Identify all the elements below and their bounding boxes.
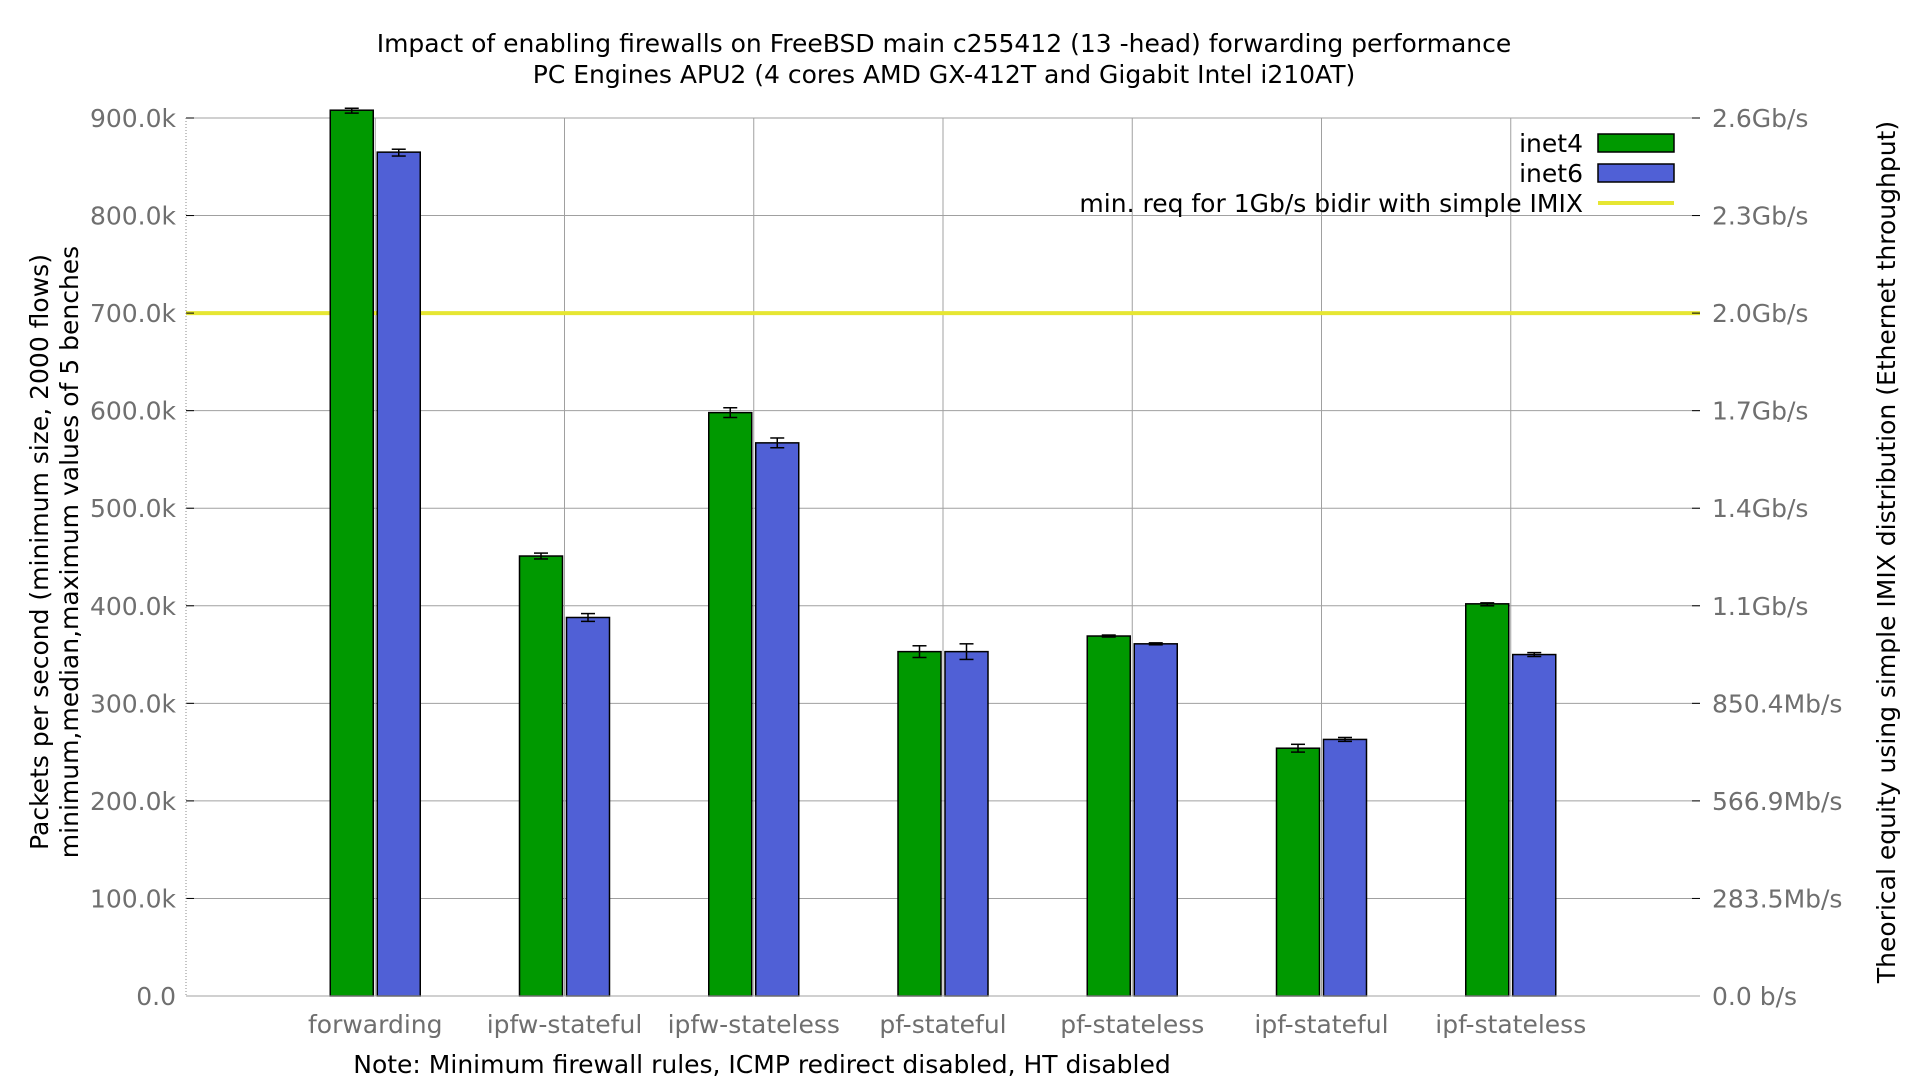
x-axis-label: Note: Minimum firewall rules, ICMP redir… <box>353 1050 1171 1079</box>
bar-inet4-ipf-stateful <box>1275 747 1321 997</box>
y-tick-label: 700.0k <box>90 299 177 328</box>
y-tick-label: 400.0k <box>90 592 177 621</box>
bar-inet4-pf-stateful <box>897 650 942 997</box>
legend-label: inet6 <box>1519 159 1583 188</box>
legend-label: inet4 <box>1519 129 1583 158</box>
y-axis-label-secondary: minimum,median,maximum values of 5 bench… <box>55 246 84 858</box>
legend-swatch-inet6 <box>1597 163 1675 183</box>
y2-tick-label: 1.4Gb/s <box>1712 494 1808 523</box>
y-tick-label: 500.0k <box>90 494 177 523</box>
y2-tick-label: 2.6Gb/s <box>1712 104 1808 133</box>
bar-inet6-ipfw-stateful <box>565 616 611 997</box>
bar-inet6-forwarding <box>376 151 421 997</box>
bar-inet6-pf-stateless <box>1133 643 1178 997</box>
x-tick-label: forwarding <box>308 1010 443 1039</box>
y-tick-label: 800.0k <box>90 202 177 231</box>
bar-inet4-ipfw-stateful <box>518 555 564 997</box>
y-tick-label: 600.0k <box>90 397 177 426</box>
axes: 0.0 0.0 b/s 100.0k 283.5Mb/s 200.0k 566.9Mb/s… <box>90 104 1843 1039</box>
y-tick-label: 0.0 <box>136 982 176 1011</box>
y-tick-label: 200.0k <box>90 787 177 816</box>
bars <box>329 107 1557 997</box>
x-tick-label: ipfw-stateless <box>668 1010 840 1039</box>
y2-tick-label: 566.9Mb/s <box>1712 787 1842 816</box>
bar-inet6-ipf-stateless <box>1512 653 1557 997</box>
y-tick-label: 100.0k <box>90 884 177 913</box>
bar-inet6-ipfw-stateless <box>755 442 800 997</box>
legend-swatch-inet4 <box>1597 133 1675 153</box>
chart-subtitle: PC Engines APU2 (4 cores AMD GX-412T and… <box>533 60 1355 89</box>
y2-axis-label: Theorical equity using simple IMIX distr… <box>1872 121 1901 984</box>
y-tick-label: 300.0k <box>90 689 177 718</box>
bar-inet4-ipf-stateless <box>1465 603 1510 997</box>
x-tick-label: ipf-stateless <box>1435 1010 1586 1039</box>
y-axis-label: Packets per second (minimum size, 2000 f… <box>25 254 54 850</box>
y2-tick-label: 1.1Gb/s <box>1712 592 1808 621</box>
bar-inet4-ipfw-stateless <box>708 411 753 997</box>
y-tick-label: 900.0k <box>90 104 177 133</box>
y2-tick-label: 850.4Mb/s <box>1712 689 1842 718</box>
bar-inet6-pf-stateful <box>944 650 989 997</box>
x-tick-label: ipf-stateful <box>1254 1010 1388 1039</box>
y2-tick-label: 2.0Gb/s <box>1712 299 1808 328</box>
y2-tick-label: 2.3Gb/s <box>1712 202 1808 231</box>
y2-tick-label: 1.7Gb/s <box>1712 397 1808 426</box>
y2-tick-label: 0.0 b/s <box>1712 982 1797 1011</box>
legend-label: min. req for 1Gb/s bidir with simple IMI… <box>1079 189 1583 218</box>
x-tick-label: ipfw-stateful <box>487 1010 643 1039</box>
y2-tick-label: 283.5Mb/s <box>1712 884 1842 913</box>
grid <box>186 117 1700 997</box>
chart-title: Impact of enabling firewalls on FreeBSD … <box>377 29 1512 58</box>
bar-inet4-forwarding <box>329 109 374 997</box>
bar-inet6-ipf-stateful <box>1322 738 1368 997</box>
bar-inet4-pf-stateless <box>1086 635 1131 997</box>
x-tick-label: pf-stateful <box>879 1010 1006 1039</box>
x-tick-label: pf-stateless <box>1060 1010 1204 1039</box>
